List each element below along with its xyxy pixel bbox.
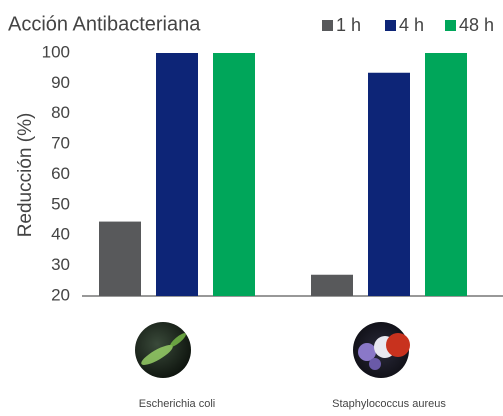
y-tick-label: 60	[51, 164, 70, 183]
x-tick-label: Staphylococcus aureus	[332, 398, 446, 410]
y-tick-label: 50	[51, 194, 70, 213]
legend-label: 4 h	[399, 15, 424, 35]
bar	[99, 222, 141, 296]
y-tick-label: 20	[51, 285, 70, 304]
icon-staph	[353, 322, 410, 378]
legend-swatch	[322, 20, 333, 31]
y-axis-label: Reducción (%)	[15, 113, 36, 238]
y-tick-label: 80	[51, 103, 70, 122]
y-tick-label: 70	[51, 134, 70, 153]
bar	[425, 53, 467, 296]
bar	[156, 53, 198, 296]
bar	[368, 73, 410, 296]
icon-ecoli	[135, 322, 191, 378]
bar	[213, 53, 255, 296]
legend-swatch	[385, 20, 396, 31]
bar	[311, 275, 353, 296]
legend-label: 1 h	[336, 15, 361, 35]
y-tick-label: 30	[51, 255, 70, 274]
y-tick-label: 90	[51, 73, 70, 92]
y-tick-label: 40	[51, 225, 70, 244]
legend-label: 48 h	[459, 15, 494, 35]
legend-swatch	[445, 20, 456, 31]
x-tick-label: Escherichia coli	[139, 398, 215, 410]
y-tick-label: 100	[42, 42, 70, 61]
chart: Acción Antibacteriana Reducción (%) 20 30…	[0, 0, 503, 411]
chart-title: Acción Antibacteriana	[8, 13, 201, 35]
